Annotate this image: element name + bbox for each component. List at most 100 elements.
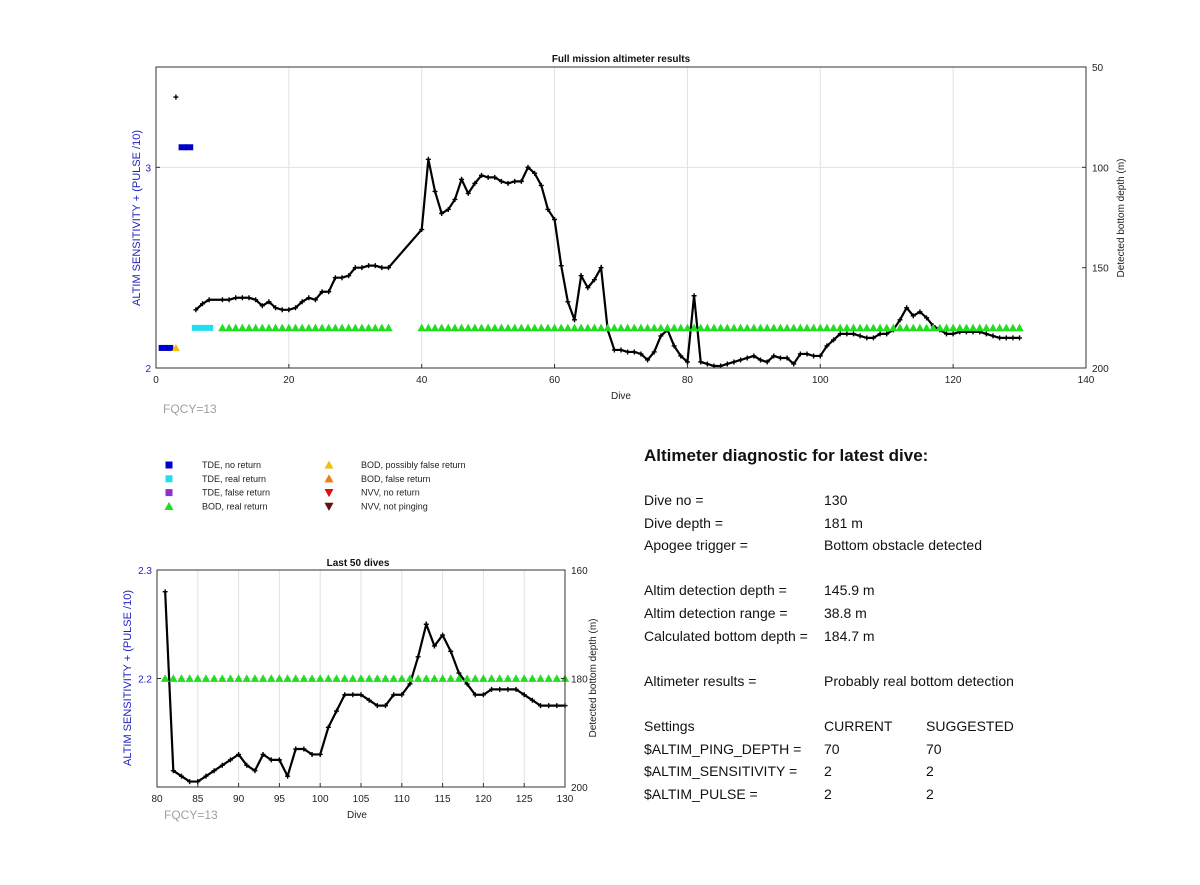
depth-line (195, 159, 1020, 368)
bod-real-return-marker (351, 323, 360, 332)
detection-depth-label: Altim detection depth = (644, 582, 787, 599)
apogee-trigger-row: Apogee trigger = Bottom obstacle detecte… (644, 534, 1164, 557)
legend-marker (165, 475, 173, 483)
depth-point (286, 307, 292, 313)
x-tick-label: 120 (475, 794, 492, 805)
bod-real-return-marker (809, 323, 818, 332)
depth-point (301, 746, 307, 752)
bod-real-return-marker (218, 674, 227, 682)
bod-real-return-marker (743, 323, 752, 332)
current-header: CURRENT (824, 717, 893, 734)
depth-point (386, 265, 391, 271)
bod-real-return-marker (869, 323, 878, 332)
bod-real-return-marker (616, 323, 626, 332)
depth-point (293, 746, 299, 752)
legend-marker (165, 461, 173, 469)
bod-real-return-marker (251, 323, 260, 332)
settings-header-row: Settings CURRENT SUGGESTED (644, 715, 1164, 738)
depth-point (910, 313, 916, 319)
depth-point (1003, 335, 1009, 341)
depth-point (572, 317, 577, 323)
y-left-tick-label: 3 (145, 163, 151, 174)
depth-point (431, 643, 437, 649)
bod-real-return-marker (389, 674, 398, 682)
bod-real-return-marker (234, 674, 243, 682)
depth-point (513, 686, 519, 692)
sensitivity-label: $ALTIM_SENSITIVITY = (644, 763, 798, 780)
depth-point (259, 303, 265, 309)
bod-real-return-marker (250, 674, 260, 682)
bod-real-return-marker (177, 674, 186, 682)
bod-real-return-marker (583, 323, 592, 332)
results-value: Probably real bottom detection (824, 672, 1014, 689)
depth-point (173, 94, 179, 100)
bod-real-return-marker (364, 674, 374, 682)
ping-depth-suggested: 70 (926, 740, 942, 757)
bod-real-return-marker (348, 674, 358, 682)
ping-depth-row: $ALTIM_PING_DEPTH = 70 70 (644, 738, 1164, 761)
depth-point (203, 773, 209, 779)
bod-real-return-marker (244, 323, 254, 332)
y-right-tick-label: 50 (1092, 63, 1104, 74)
depth-point (512, 178, 518, 184)
depth-point (317, 751, 323, 757)
bod-real-return-marker (471, 674, 480, 682)
depth-point (211, 768, 217, 774)
sensitivity-row: $ALTIM_SENSITIVITY = 2 2 (644, 760, 1164, 783)
depth-point (440, 632, 446, 638)
bod-real-return-marker (689, 323, 699, 332)
depth-point (178, 773, 184, 779)
bod-real-return-marker (185, 674, 194, 682)
x-tick-label: 60 (549, 375, 561, 386)
depth-point (578, 273, 584, 279)
last-50-dives-chart: 80 85 90 95 100 105 110 115 120 125 130 2.2 2.3 160 18… (122, 558, 599, 822)
depth-point (479, 172, 484, 178)
depth-point (419, 227, 425, 233)
depth-point (342, 692, 348, 698)
detection-depth-row: Altim detection depth = 145.9 m (644, 579, 1164, 602)
bod-real-return-marker (405, 674, 415, 682)
legend-label: TDE, false return (202, 488, 270, 498)
y-left-tick-label: 2.3 (138, 566, 152, 577)
depth-point (423, 621, 429, 627)
depth-point (877, 331, 883, 337)
bod-real-return-marker (226, 674, 235, 682)
bod-real-return-marker (736, 323, 745, 332)
dive-depth-row: Dive depth = 181 m (644, 512, 1164, 535)
depth-point (777, 355, 783, 361)
depth-point (638, 351, 644, 357)
bod-real-return-marker (709, 323, 719, 332)
bod-real-return-marker (570, 323, 579, 332)
pulse-label: $ALTIM_PULSE = (644, 785, 758, 802)
depth-point (187, 779, 193, 785)
depth-point (546, 703, 552, 709)
depth-point (817, 353, 823, 359)
y-right-tick-label: 200 (571, 783, 588, 794)
bod-real-return-marker (829, 323, 838, 332)
y-right-tick-label: 150 (1092, 264, 1109, 275)
bod-real-return-marker (816, 323, 825, 332)
depth-point (804, 351, 810, 357)
depth-point (857, 333, 863, 339)
bod-real-return-marker (537, 323, 546, 332)
bod-real-return-marker (337, 323, 347, 332)
bod-real-return-marker (563, 323, 573, 332)
calculated-depth-row: Calculated bottom depth = 184.7 m (644, 625, 1164, 648)
depth-point (312, 297, 318, 303)
bod-real-return-marker (968, 323, 978, 332)
depth-point (837, 331, 843, 337)
depth-point (1017, 335, 1023, 341)
y-right-tick-label: 180 (571, 675, 588, 686)
x-tick-label: 130 (557, 794, 574, 805)
depth-point (625, 349, 631, 355)
depth-point (485, 174, 491, 180)
bod-real-return-marker (510, 323, 519, 332)
bod-real-return-marker (271, 323, 280, 332)
depth-point (558, 263, 564, 269)
bod-real-return-marker (381, 674, 390, 682)
legend-marker (164, 501, 174, 510)
bod-real-return-marker (663, 323, 672, 332)
bod-real-return-marker (384, 323, 393, 332)
bod-real-return-marker (782, 323, 792, 332)
depth-point (518, 178, 524, 184)
